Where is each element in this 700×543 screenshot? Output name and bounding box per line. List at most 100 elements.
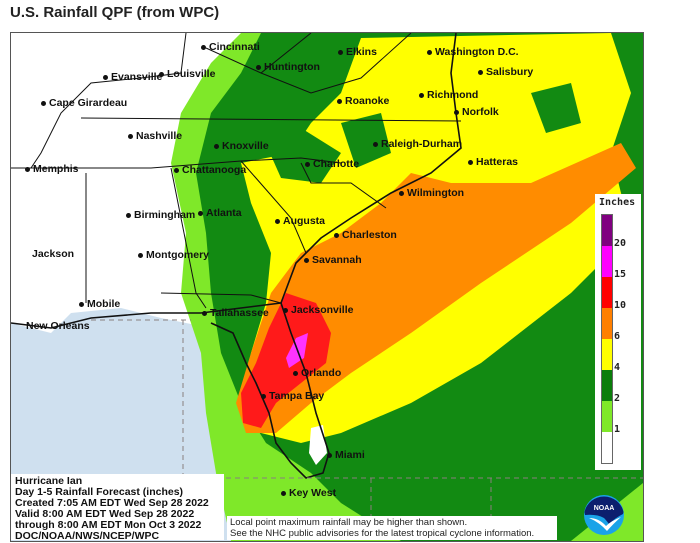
city-label: Raleigh-Durham: [373, 138, 462, 150]
city-label: Mobile: [79, 298, 120, 310]
city-name: Roanoke: [345, 95, 390, 107]
city-name: Washington D.C.: [435, 46, 519, 58]
city-name: Atlanta: [206, 207, 242, 219]
noaa-emblem-icon: NOAA: [584, 495, 624, 535]
city-name: Miami: [335, 449, 365, 461]
city-name: Tampa Bay: [269, 390, 325, 402]
legend-swatch: [602, 339, 612, 370]
city-label: Charleston: [334, 229, 397, 241]
city-label: Jacksonville: [283, 304, 353, 316]
city-name: Savannah: [312, 254, 362, 266]
city-dot-icon: [283, 307, 288, 313]
disclaimer-note: Local point maximum rainfall may be high…: [227, 516, 557, 540]
city-name: Richmond: [427, 89, 479, 101]
legend-swatch: [602, 215, 612, 246]
city-label: Louisville: [159, 68, 215, 80]
legend-tick-label: 4: [614, 362, 621, 373]
info-line: Hurricane Ian: [15, 475, 83, 487]
legend-tick-label: 1: [614, 424, 621, 435]
city-label: Norfolk: [454, 106, 499, 118]
legend: Inches 20 15 10 6 4 2 1: [595, 194, 641, 470]
city-label: Elkins: [338, 46, 377, 58]
city-label: Hatteras: [468, 156, 518, 168]
city-dot-icon: [159, 71, 164, 77]
city-label: New Orleans: [26, 320, 90, 332]
legend-tick-label: 15: [614, 269, 627, 280]
note-line-2: See the NHC public advisories for the la…: [230, 528, 535, 539]
city-name: Jackson: [32, 248, 75, 260]
city-dot-icon: [202, 310, 207, 316]
city-label: Knoxville: [214, 140, 269, 152]
city-dot-icon: [427, 49, 432, 55]
city-dot-icon: [399, 190, 404, 196]
info-line: through 8:00 AM EDT Mon Oct 3 2022: [15, 519, 202, 531]
city-name: Louisville: [167, 68, 216, 80]
city-name: Birmingham: [134, 209, 196, 221]
map-canvas: [11, 33, 643, 541]
city-dot-icon: [454, 109, 459, 115]
city-dot-icon: [25, 166, 30, 172]
city-name: Memphis: [33, 163, 79, 175]
legend-bar: [601, 214, 613, 464]
city-dot-icon: [304, 257, 309, 263]
city-name: Cape Girardeau: [49, 97, 128, 109]
city-name: Knoxville: [222, 140, 269, 152]
city-name: Hatteras: [476, 156, 519, 168]
city-name: Nashville: [136, 130, 183, 142]
city-name: Key West: [289, 487, 337, 499]
city-label: Richmond: [419, 89, 478, 101]
city-label: Atlanta: [198, 207, 242, 219]
city-label: Huntington: [256, 61, 320, 73]
city-label: Roanoke: [337, 95, 389, 107]
info-line: Created 7:05 AM EDT Wed Sep 28 2022: [15, 497, 209, 509]
city-dot-icon: [338, 49, 343, 55]
city-label: Jackson: [32, 248, 74, 260]
city-label: Key West: [281, 487, 336, 499]
page-title: U.S. Rainfall QPF (from WPC): [10, 4, 220, 21]
city-label: Tampa Bay: [261, 390, 324, 402]
legend-swatch: [602, 308, 612, 339]
city-name: Orlando: [301, 367, 342, 379]
city-dot-icon: [174, 167, 179, 173]
legend-tick-label: 2: [614, 393, 621, 404]
city-label: Nashville: [128, 130, 182, 142]
city-name: Augusta: [283, 215, 325, 227]
info-line: Day 1-5 Rainfall Forecast (inches): [15, 486, 184, 498]
city-name: New Orleans: [26, 320, 90, 332]
note-line-1: Local point maximum rainfall may be high…: [230, 517, 468, 528]
city-dot-icon: [468, 159, 473, 165]
city-dot-icon: [305, 161, 310, 167]
legend-swatch: [602, 246, 612, 277]
city-dot-icon: [293, 370, 298, 376]
city-label: Charlotte: [305, 158, 359, 170]
legend-tick-label: 20: [614, 238, 627, 249]
city-dot-icon: [256, 64, 261, 70]
city-dot-icon: [281, 490, 286, 496]
city-dot-icon: [337, 98, 342, 104]
city-name: Norfolk: [462, 106, 499, 118]
city-dot-icon: [128, 133, 133, 139]
city-label: Salisbury: [478, 66, 533, 78]
city-dot-icon: [79, 301, 84, 307]
rainfall-map: Cincinnati Elkins Washington D.C. Huntingto…: [10, 32, 644, 542]
noaa-logo: NOAA: [583, 494, 625, 536]
city-dot-icon: [373, 141, 378, 147]
city-dot-icon: [126, 212, 131, 218]
city-name: Elkins: [346, 46, 377, 58]
city-name: Cincinnati: [209, 41, 260, 53]
city-label: Tallahassee: [202, 307, 269, 319]
city-label: Chattanooga: [174, 164, 246, 176]
city-dot-icon: [201, 44, 206, 50]
city-name: Evansville: [111, 71, 163, 83]
city-dot-icon: [198, 210, 203, 216]
city-name: Jacksonville: [291, 304, 354, 316]
city-name: Montgomery: [146, 249, 209, 261]
legend-swatch: [602, 277, 612, 308]
city-dot-icon: [334, 232, 339, 238]
city-dot-icon: [478, 69, 483, 75]
legend-title: Inches: [599, 197, 636, 208]
city-name: Raleigh-Durham: [381, 138, 463, 150]
city-dot-icon: [275, 218, 280, 224]
city-name: Mobile: [87, 298, 121, 310]
city-label: Cincinnati: [201, 41, 260, 53]
